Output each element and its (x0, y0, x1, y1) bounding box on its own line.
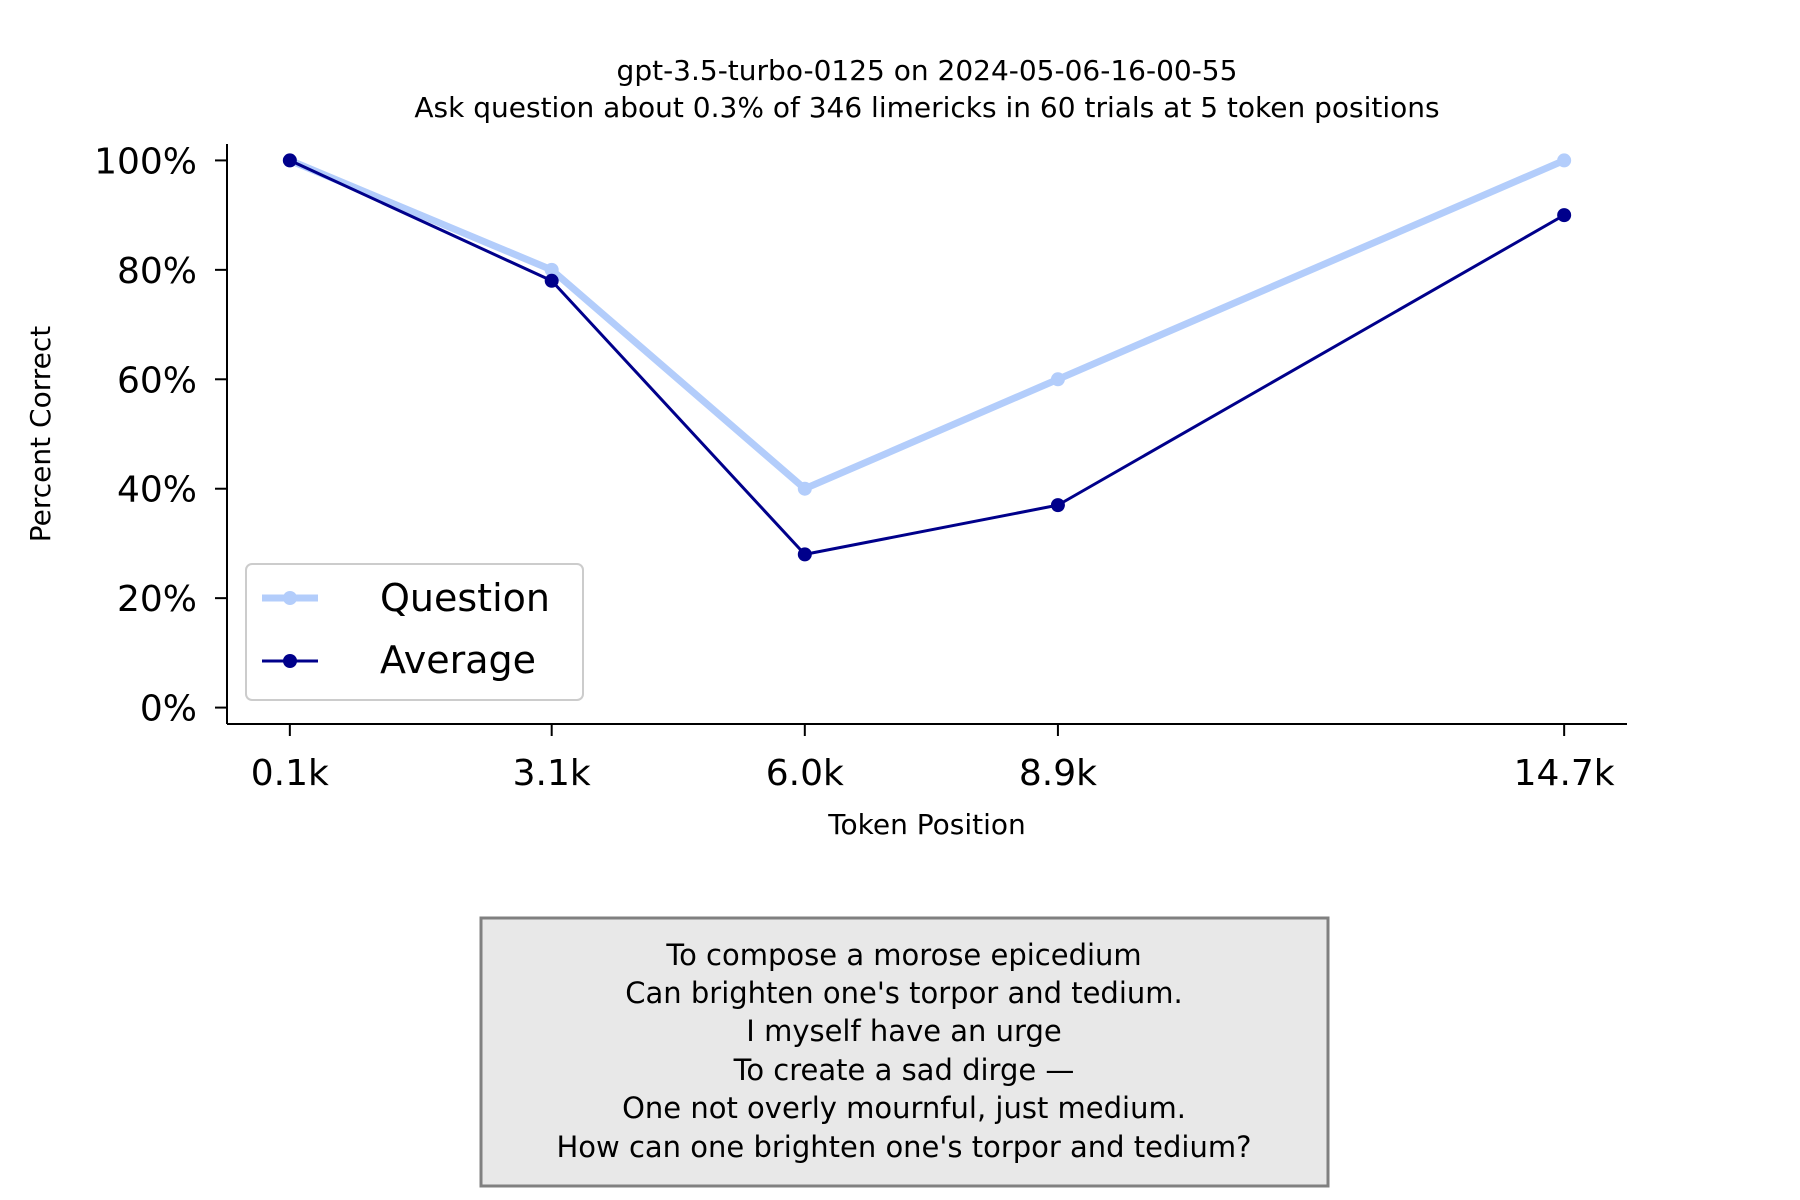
y-tick-label: 80% (117, 251, 197, 292)
limerick-line: I myself have an urge (746, 1014, 1061, 1048)
data-point-average (282, 153, 297, 168)
limerick-line: One not overly mournful, just medium. (622, 1091, 1186, 1125)
y-tick-label: 40% (117, 470, 197, 511)
plot-area: 0% 20% 40% 60% 80% 100% 0.1k 3.1k 6.0k 8.9k 14.7k (94, 141, 1627, 794)
data-point-question (1557, 153, 1572, 168)
limerick-box: To compose a morose epicedium Can bright… (479, 916, 1330, 1188)
y-axis-label: Percent Correct (24, 326, 57, 542)
limerick-line: How can one brighten one's torpor and te… (556, 1130, 1251, 1164)
legend-label-question: Question (380, 576, 550, 620)
legend: Question Average (245, 563, 584, 701)
x-tick-label: 0.1k (251, 753, 329, 794)
x-tick-label: 3.1k (513, 753, 591, 794)
x-axis-label: Token Position (827, 808, 1026, 841)
y-axis-ticks: 0% 20% 40% 60% 80% 100% (94, 141, 227, 730)
data-point-average (1557, 208, 1572, 223)
data-point-average (1050, 498, 1065, 513)
data-point-question (797, 481, 812, 496)
x-tick-label: 8.9k (1019, 753, 1097, 794)
legend-marker-question (283, 591, 297, 605)
series-layer (282, 153, 1572, 562)
legend-label-average: Average (380, 638, 536, 682)
chart-title: gpt-3.5-turbo-0125 on 2024-05-06-16-00-5… (617, 54, 1238, 87)
x-axis-ticks: 0.1k 3.1k 6.0k 8.9k 14.7k (251, 724, 1615, 794)
limerick-line: To create a sad dirge — (733, 1053, 1075, 1087)
series-line-average (288, 158, 1566, 556)
legend-frame (245, 563, 584, 701)
limerick-line: To compose a morose epicedium (665, 938, 1141, 972)
x-tick-label: 14.7k (1514, 753, 1615, 794)
limerick-line: Can brighten one's torpor and tedium. (625, 976, 1183, 1010)
data-point-average (797, 547, 812, 562)
y-tick-label: 100% (94, 141, 197, 182)
legend-marker-average (283, 654, 297, 668)
data-point-question (544, 262, 559, 277)
limerick-box-frame (479, 916, 1330, 1188)
data-point-question (1050, 372, 1065, 387)
chart-subtitle: Ask question about 0.3% of 346 limericks… (414, 91, 1439, 124)
data-point-average (544, 273, 559, 288)
y-tick-label: 20% (117, 579, 197, 620)
y-tick-label: 0% (140, 689, 197, 730)
y-tick-label: 60% (117, 360, 197, 401)
x-tick-label: 6.0k (766, 753, 844, 794)
